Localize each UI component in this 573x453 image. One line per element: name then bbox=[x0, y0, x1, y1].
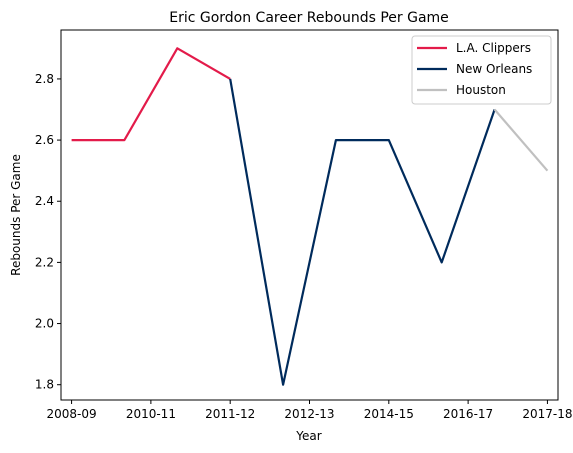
x-tick-label: 2011-12 bbox=[205, 407, 255, 421]
y-tick-label: 2.8 bbox=[35, 72, 54, 86]
y-tick-label: 2.2 bbox=[35, 255, 54, 269]
plot-lines bbox=[71, 47, 549, 386]
series-line-new-orleans bbox=[229, 78, 496, 386]
chart-title: Eric Gordon Career Rebounds Per Game bbox=[169, 10, 449, 26]
legend-label: Houston bbox=[456, 83, 506, 97]
legend-label: New Orleans bbox=[456, 62, 532, 76]
y-tick-label: 1.8 bbox=[35, 378, 54, 392]
x-tick-label: 2008-09 bbox=[47, 407, 97, 421]
series-line-houston bbox=[493, 108, 549, 172]
x-tick-label: 2017-18 bbox=[522, 407, 572, 421]
legend-box bbox=[411, 35, 552, 105]
x-tick-label: 2014-15 bbox=[364, 407, 414, 421]
y-tick-label: 2.0 bbox=[35, 317, 54, 331]
x-axis: 2008-09 2010-11 2011-12 2012-13 2014-15 2016-… bbox=[47, 400, 572, 421]
series-line-l-a-clippers bbox=[71, 47, 231, 142]
y-tick-label: 2.4 bbox=[35, 194, 54, 208]
y-axis: 1.8 2.0 2.2 2.4 2.6 2.8 bbox=[35, 72, 61, 392]
x-tick-label: 2016-17 bbox=[443, 407, 493, 421]
y-axis-label: Rebounds Per Game bbox=[9, 154, 23, 276]
legend-label: L.A. Clippers bbox=[456, 41, 531, 55]
x-tick-label: 2010-11 bbox=[126, 407, 176, 421]
x-tick-label: 2012-13 bbox=[284, 407, 334, 421]
y-tick-label: 2.6 bbox=[35, 133, 54, 147]
x-axis-label: Year bbox=[295, 429, 321, 443]
legend: L.A. Clippers New Orleans Houston bbox=[411, 35, 552, 105]
